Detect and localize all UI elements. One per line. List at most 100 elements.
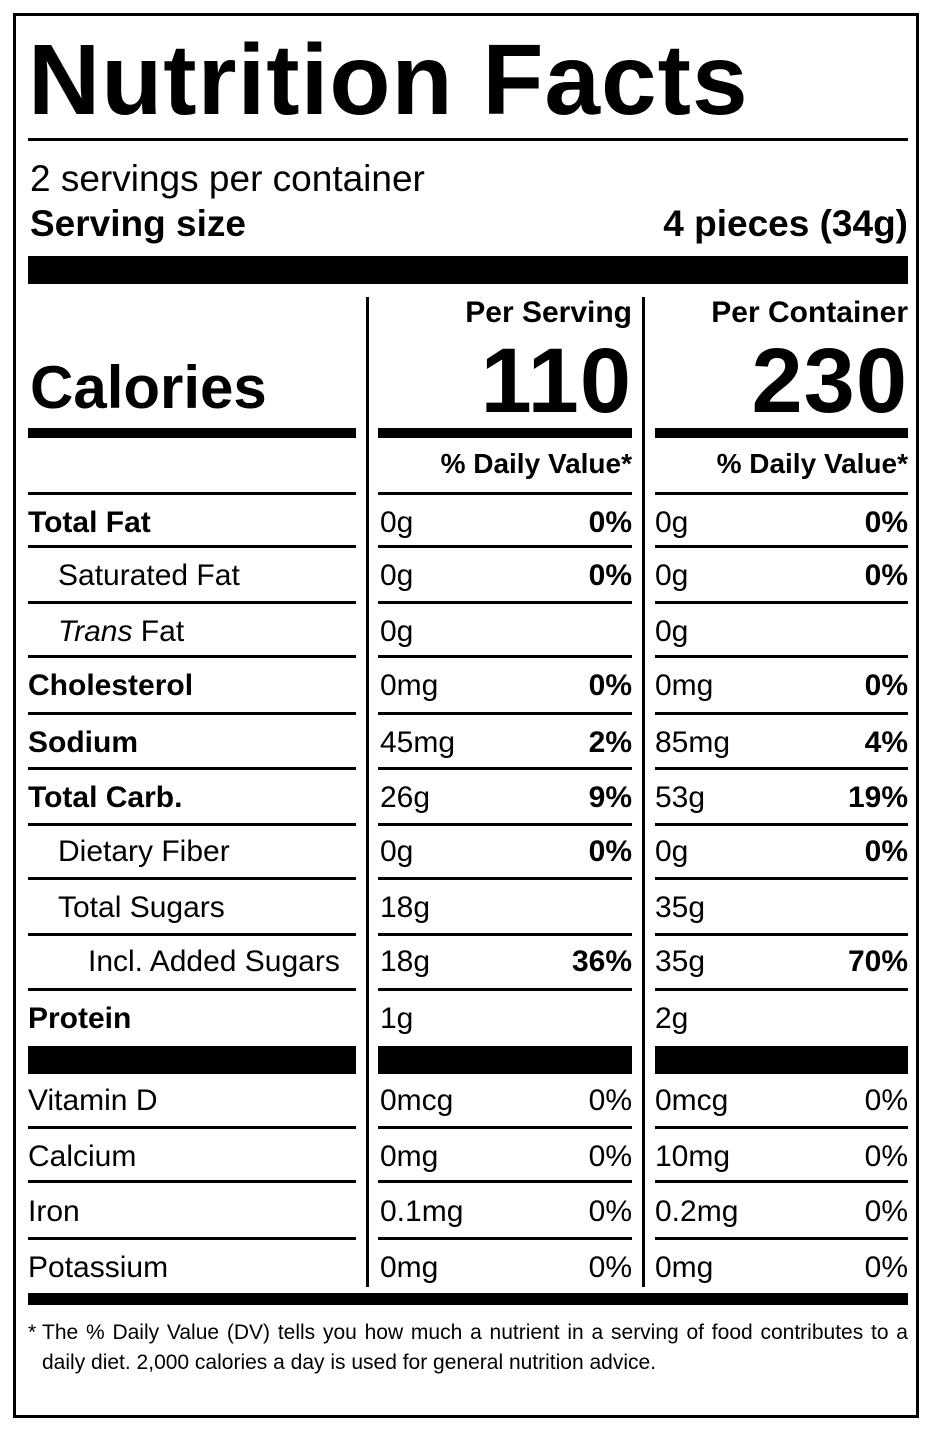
nutrient-label: Trans Fat [58, 617, 184, 647]
row-rule-label-col [28, 988, 356, 991]
calories-label: Calories [30, 354, 267, 421]
serving-amount: 0g [380, 559, 414, 592]
calories-bar-container-col [655, 428, 908, 438]
calories-per-serving: 110 [480, 330, 632, 432]
vitamin-rule-serving-col [378, 1237, 632, 1240]
nutrient-label: Saturated Fat [58, 559, 240, 592]
container-amount: 0mg [655, 669, 714, 702]
vitamin-label: Iron [28, 1195, 80, 1228]
calories-per-container: 230 [751, 330, 908, 432]
thick-rule-vitamins-container-col [655, 1046, 908, 1074]
per-serving-header: Per Serving [465, 296, 632, 329]
thick-rule-top [28, 256, 908, 284]
nutrient-label: Total Fat [28, 506, 151, 539]
container-amount: 53g [655, 781, 706, 814]
row-rule-container-col [655, 823, 908, 826]
serving-amount: 1g [380, 1002, 414, 1035]
row-rule-serving-col [378, 988, 632, 991]
row-rule-label-col [28, 712, 356, 715]
footnote-text: The % Daily Value (DV) tells you how muc… [42, 1321, 908, 1374]
serving-daily-value: 2% [588, 726, 632, 759]
row-rule-serving-col [378, 767, 632, 770]
vitamin-serving-daily-value: 0% [588, 1140, 632, 1173]
calories-bar-label-col [28, 428, 356, 438]
row-rule-container-col [655, 492, 908, 495]
serving-size-label: Serving size [30, 203, 246, 244]
column-divider-2 [642, 297, 645, 1287]
vitamin-label: Calcium [28, 1140, 137, 1173]
serving-amount: 26g [380, 781, 431, 814]
serving-amount: 0mg [380, 669, 439, 702]
vitamin-serving-amount: 0mg [380, 1251, 439, 1284]
nutrient-label: Sodium [28, 726, 138, 759]
label-title: Nutrition Facts [28, 24, 749, 136]
row-rule-label-col [28, 933, 356, 936]
row-rule-container-col [655, 545, 908, 548]
vitamin-serving-daily-value: 0% [588, 1084, 632, 1117]
serving-amount: 0g [380, 506, 414, 539]
daily-value-header-container: % Daily Value* [716, 448, 908, 479]
row-rule-serving-col [378, 492, 632, 495]
nutrient-label: Total Carb. [28, 781, 183, 814]
container-amount: 0g [655, 615, 689, 648]
vitamin-serving-amount: 0mg [380, 1140, 439, 1173]
row-rule-label-col [28, 492, 356, 495]
container-daily-value: 0% [864, 669, 908, 702]
vitamin-container-daily-value: 0% [864, 1251, 908, 1284]
row-rule-label-col [28, 655, 356, 658]
vitamin-serving-amount: 0.1mg [380, 1195, 464, 1228]
serving-daily-value: 0% [588, 506, 632, 539]
vitamin-serving-amount: 0mcg [380, 1084, 454, 1117]
nutrient-label: Incl. Added Sugars [88, 945, 340, 978]
per-container-header: Per Container [711, 296, 908, 329]
row-rule-container-col [655, 933, 908, 936]
vitamin-serving-daily-value: 0% [588, 1195, 632, 1228]
nutrient-label-italic: Trans [58, 615, 133, 648]
vitamin-rule-label-col [28, 1237, 356, 1240]
serving-size-value: 4 pieces (34g) [663, 203, 908, 244]
thick-rule-bottom [28, 1293, 908, 1305]
vitamin-container-amount: 0.2mg [655, 1195, 739, 1228]
serving-daily-value: 9% [588, 781, 632, 814]
nutrient-label: Total Sugars [58, 891, 225, 924]
row-rule-container-col [655, 655, 908, 658]
vitamin-container-amount: 10mg [655, 1140, 731, 1173]
container-daily-value: 70% [847, 945, 908, 978]
row-rule-container-col [655, 988, 908, 991]
vitamin-container-daily-value: 0% [864, 1195, 908, 1228]
container-amount: 35g [655, 945, 706, 978]
row-rule-label-col [28, 877, 356, 880]
row-rule-serving-col [378, 655, 632, 658]
vitamin-label: Vitamin D [28, 1084, 158, 1117]
container-daily-value: 0% [864, 506, 908, 539]
container-amount: 0g [655, 559, 689, 592]
nutrient-label: Protein [28, 1002, 132, 1035]
nutrient-label: Cholesterol [28, 669, 194, 702]
vitamin-rule-label-col [28, 1180, 356, 1183]
vitamin-label: Potassium [28, 1251, 169, 1284]
row-rule-serving-col [378, 712, 632, 715]
serving-amount: 18g [380, 891, 431, 924]
container-daily-value: 0% [864, 559, 908, 592]
vitamin-rule-container-col [655, 1180, 908, 1183]
calories-bar-serving-col [378, 428, 632, 438]
row-rule-serving-col [378, 877, 632, 880]
row-rule-label-col [28, 767, 356, 770]
footnote-star: * [28, 1321, 37, 1344]
serving-amount: 18g [380, 945, 431, 978]
vitamin-rule-container-col [655, 1237, 908, 1240]
nutrition-label-border [13, 13, 919, 1418]
row-rule-serving-col [378, 601, 632, 604]
thick-rule-vitamins-label-col [28, 1046, 356, 1074]
vitamin-rule-container-col [655, 1126, 908, 1129]
vitamin-container-amount: 0mcg [655, 1084, 729, 1117]
vitamin-rule-serving-col [378, 1126, 632, 1129]
vitamin-container-daily-value: 0% [864, 1140, 908, 1173]
serving-daily-value: 0% [588, 559, 632, 592]
vitamin-rule-serving-col [378, 1180, 632, 1183]
serving-amount: 0g [380, 835, 414, 868]
serving-daily-value: 36% [571, 945, 632, 978]
container-amount: 0g [655, 506, 689, 539]
container-amount: 2g [655, 1002, 689, 1035]
container-daily-value: 0% [864, 835, 908, 868]
